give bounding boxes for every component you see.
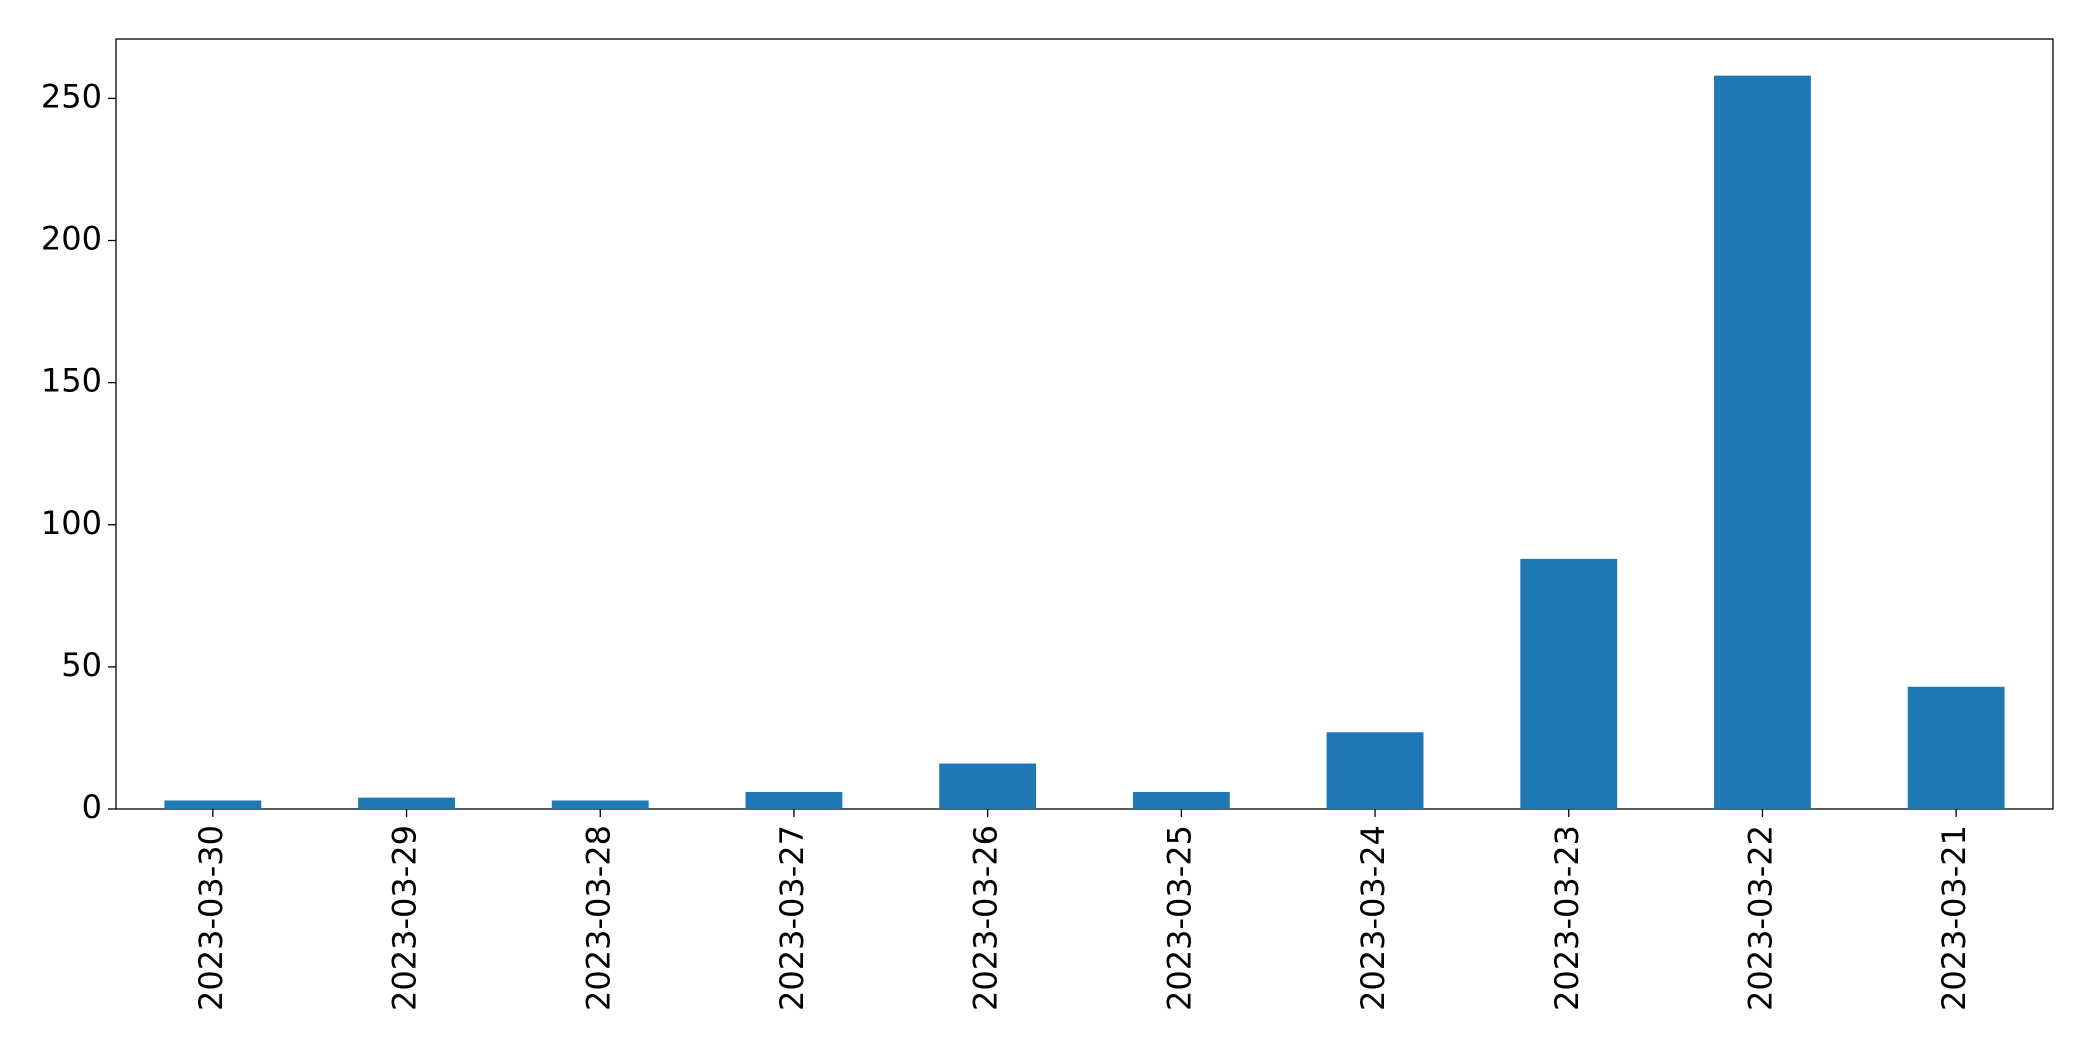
bar [745, 791, 843, 809]
bar [1520, 558, 1618, 809]
bar [1714, 75, 1811, 809]
bar [939, 763, 1037, 809]
x-tick-label: 2023-03-30 [192, 825, 230, 1011]
x-tick-label: 2023-03-26 [967, 825, 1005, 1011]
bar [1907, 686, 2005, 809]
bar [1326, 732, 1424, 809]
x-tick-label: 2023-03-23 [1548, 825, 1586, 1011]
x-tick-label: 2023-03-27 [773, 825, 811, 1011]
y-tick-label: 50 [61, 646, 102, 684]
plot-frame [115, 38, 2054, 810]
bar [551, 800, 649, 809]
x-tick-label: 2023-03-28 [579, 825, 617, 1011]
y-tick-label: 200 [41, 220, 102, 258]
x-tick-label: 2023-03-25 [1160, 825, 1198, 1011]
bar [1132, 791, 1230, 809]
bar [358, 797, 455, 809]
x-tick-label: 2023-03-22 [1741, 825, 1779, 1011]
x-tick-label: 2023-03-21 [1935, 825, 1973, 1011]
bar [164, 800, 262, 809]
y-tick-label: 100 [41, 504, 102, 542]
y-tick-label: 250 [41, 77, 102, 115]
y-tick-label: 150 [41, 362, 102, 400]
x-tick-label: 2023-03-24 [1354, 825, 1392, 1011]
x-tick-label: 2023-03-29 [386, 825, 424, 1011]
y-tick-label: 0 [82, 788, 102, 826]
